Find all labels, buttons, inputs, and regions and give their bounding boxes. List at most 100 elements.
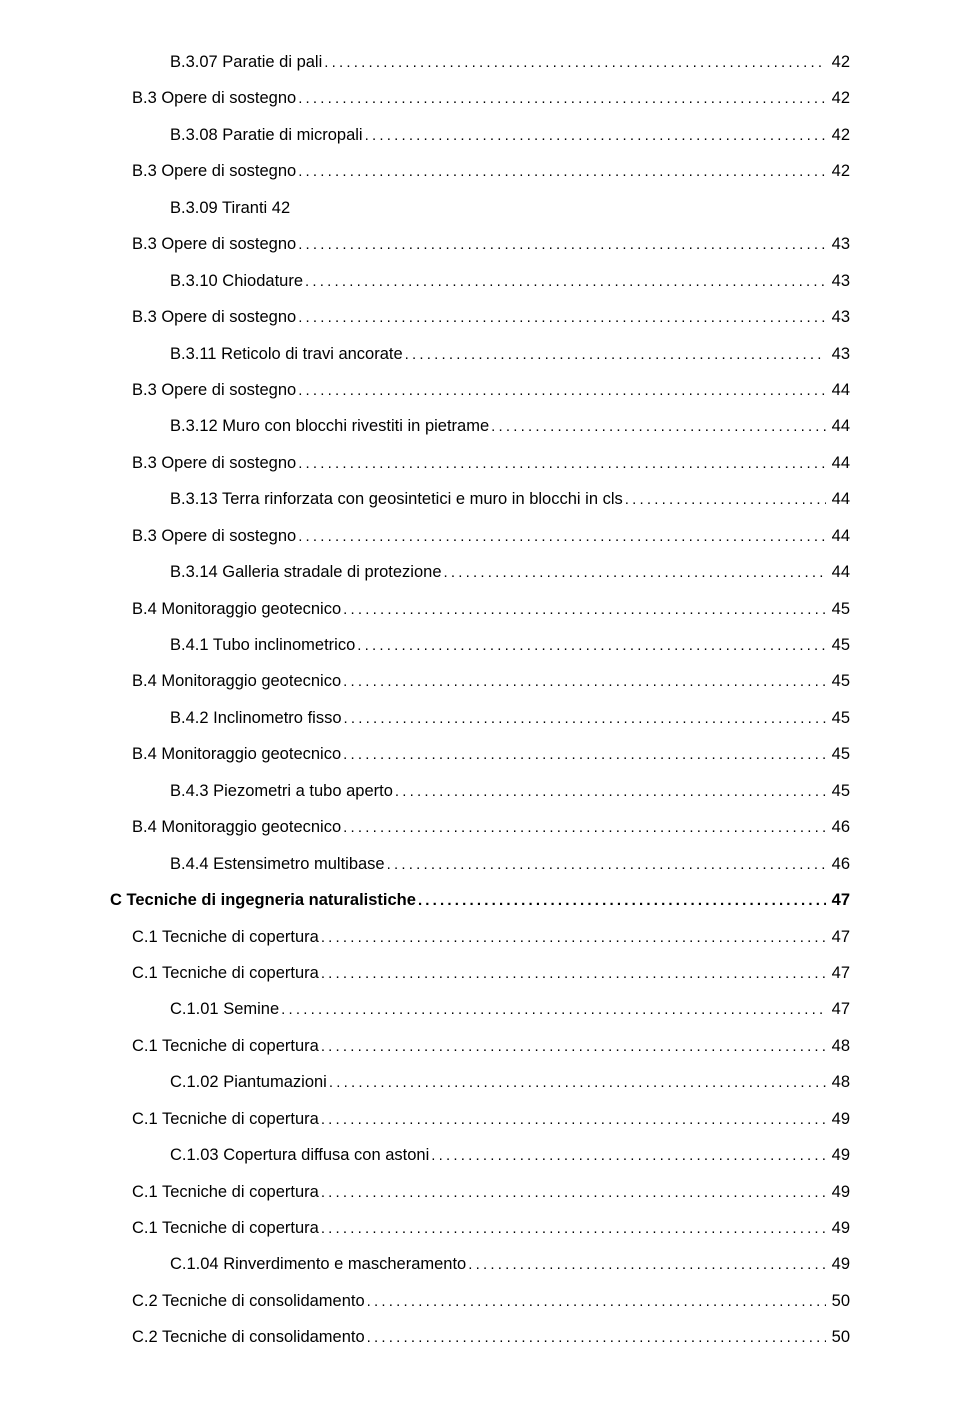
toc-entry-page: 43	[826, 307, 850, 328]
toc-entry: B.3 Opere di sostegno44	[110, 453, 850, 474]
toc-entry-label: C.1 Tecniche di copertura	[132, 1182, 319, 1203]
toc-entry-page: 47	[826, 927, 850, 948]
toc-entry-page: 50	[826, 1327, 850, 1348]
toc-entry-label: B.3.11 Reticolo di travi ancorate	[170, 344, 403, 365]
toc-leader	[279, 1000, 825, 1020]
toc-entry-label: B.3 Opere di sostegno	[132, 161, 296, 182]
toc-entry-label: C.2 Tecniche di consolidamento	[132, 1291, 365, 1312]
toc-leader	[341, 818, 826, 838]
toc-entry-page: 44	[826, 489, 850, 510]
toc-entry-page: 49	[826, 1145, 850, 1166]
toc-entry-page: 45	[826, 744, 850, 765]
toc-entry-page: 43	[826, 271, 850, 292]
toc-entry-page: 49	[826, 1254, 850, 1275]
toc-entry: B.3.10 Chiodature43	[110, 271, 850, 292]
toc-leader	[296, 454, 825, 474]
toc-entry: C.1 Tecniche di copertura 49	[110, 1109, 850, 1130]
toc-entry-page: 49	[826, 1218, 850, 1239]
toc-leader	[385, 855, 826, 875]
toc-leader	[319, 928, 826, 948]
toc-entry-label: B.3 Opere di sostegno	[132, 307, 296, 328]
toc-entry-label: B.3.14 Galleria stradale di protezione	[170, 562, 442, 583]
toc-entry: B.3 Opere di sostegno 42	[110, 161, 850, 182]
toc-entry-label: B.4.3 Piezometri a tubo aperto	[170, 781, 393, 802]
toc-leader	[296, 235, 825, 255]
toc-entry: B.4 Monitoraggio geotecnico 45	[110, 744, 850, 765]
toc-entry-page: 45	[826, 708, 850, 729]
toc-entry-page: 42	[826, 88, 850, 109]
toc-entry-label: C.1 Tecniche di copertura	[132, 1218, 319, 1239]
toc-leader	[466, 1255, 825, 1275]
toc-entry-label: C.1.02 Piantumazioni	[170, 1072, 327, 1093]
toc-leader	[363, 126, 826, 146]
toc-entry: B.4.3 Piezometri a tubo aperto 45	[110, 781, 850, 802]
toc-leader	[303, 272, 826, 292]
toc-entry: B.4 Monitoraggio geotecnico45	[110, 599, 850, 620]
toc-entry: B.4.1 Tubo inclinometrico 45	[110, 635, 850, 656]
toc-entry-label: B.3.09 Tiranti 42	[170, 198, 290, 219]
toc-entry-page: 44	[826, 416, 850, 437]
toc-leader	[623, 490, 826, 510]
toc-leader	[296, 162, 825, 182]
toc-leader	[327, 1073, 826, 1093]
toc-entry: B.3.08 Paratie di micropali42	[110, 125, 850, 146]
toc-entry-page: 43	[826, 344, 850, 365]
toc-entry: C Tecniche di ingegneria naturalistiche4…	[110, 890, 850, 911]
toc-entry-label: C.1 Tecniche di copertura	[132, 1036, 319, 1057]
toc-entry-label: C Tecniche di ingegneria naturalistiche	[110, 890, 416, 911]
toc-entry-label: B.4 Monitoraggio geotecnico	[132, 599, 341, 620]
toc-entry: C.1.04 Rinverdimento e mascheramento49	[110, 1254, 850, 1275]
toc-entry-page: 49	[826, 1109, 850, 1130]
toc-entry: C.1.01 Semine47	[110, 999, 850, 1020]
toc-entry-page: 43	[826, 234, 850, 255]
toc-entry-label: B.3.08 Paratie di micropali	[170, 125, 363, 146]
toc-entry: B.3.07 Paratie di pali42	[110, 52, 850, 73]
toc-entry-label: B.4.2 Inclinometro fisso	[170, 708, 342, 729]
toc-leader	[342, 709, 826, 729]
toc-leader	[365, 1292, 826, 1312]
toc-entry: C.1 Tecniche di copertura 48	[110, 1036, 850, 1057]
toc-entry-page: 49	[826, 1182, 850, 1203]
toc-entry-page: 42	[826, 52, 850, 73]
toc-leader	[365, 1328, 826, 1348]
toc-entry-label: C.1.03 Copertura diffusa con astoni	[170, 1145, 429, 1166]
toc-entry: B.3 Opere di sostegno 44	[110, 380, 850, 401]
toc-leader	[341, 745, 826, 765]
toc-entry-label: B.3 Opere di sostegno	[132, 453, 296, 474]
toc-entry-label: C.1 Tecniche di copertura	[132, 1109, 319, 1130]
toc-leader	[296, 527, 825, 547]
toc-entry-page: 44	[826, 526, 850, 547]
toc-entry-label: B.3 Opere di sostegno	[132, 380, 296, 401]
toc-entry: B.3 Opere di sostegno42	[110, 88, 850, 109]
toc-entry-label: C.1.01 Semine	[170, 999, 279, 1020]
toc-entry: B.3.09 Tiranti 42	[110, 198, 850, 219]
toc-entry: B.3.11 Reticolo di travi ancorate 43	[110, 344, 850, 365]
toc-entry: C.1 Tecniche di copertura 49	[110, 1182, 850, 1203]
toc-entry-page: 42	[826, 161, 850, 182]
toc-entry-page: 50	[826, 1291, 850, 1312]
toc-leader	[319, 1183, 826, 1203]
toc-entry-page: 45	[826, 781, 850, 802]
toc-entry-label: B.3.12 Muro con blocchi rivestiti in pie…	[170, 416, 489, 437]
toc-leader	[319, 1037, 826, 1057]
toc-entry-page: 45	[826, 635, 850, 656]
toc-entry-label: B.4 Monitoraggio geotecnico	[132, 744, 341, 765]
toc-entry: B.4.4 Estensimetro multibase46	[110, 854, 850, 875]
toc-entry-label: C.1 Tecniche di copertura	[132, 963, 319, 984]
toc-entry-label: C.2 Tecniche di consolidamento	[132, 1327, 365, 1348]
toc-entry: B.4 Monitoraggio geotecnico46	[110, 817, 850, 838]
toc-entry: C.1 Tecniche di copertura47	[110, 963, 850, 984]
toc-entry: B.3 Opere di sostegno 44	[110, 526, 850, 547]
toc-leader	[416, 891, 826, 911]
toc-entry-label: C.1 Tecniche di copertura	[132, 927, 319, 948]
toc-entry: B.3.14 Galleria stradale di protezione44	[110, 562, 850, 583]
toc-entry-label: B.4.1 Tubo inclinometrico	[170, 635, 355, 656]
toc-entry: B.3 Opere di sostegno 43	[110, 307, 850, 328]
toc-entry-label: B.3 Opere di sostegno	[132, 526, 296, 547]
toc-leader	[296, 308, 825, 328]
toc-leader	[489, 417, 826, 437]
toc-entry: C.1.02 Piantumazioni48	[110, 1072, 850, 1093]
toc-leader	[319, 1110, 826, 1130]
toc-entry-page: 48	[826, 1036, 850, 1057]
toc-entry-page: 44	[826, 380, 850, 401]
